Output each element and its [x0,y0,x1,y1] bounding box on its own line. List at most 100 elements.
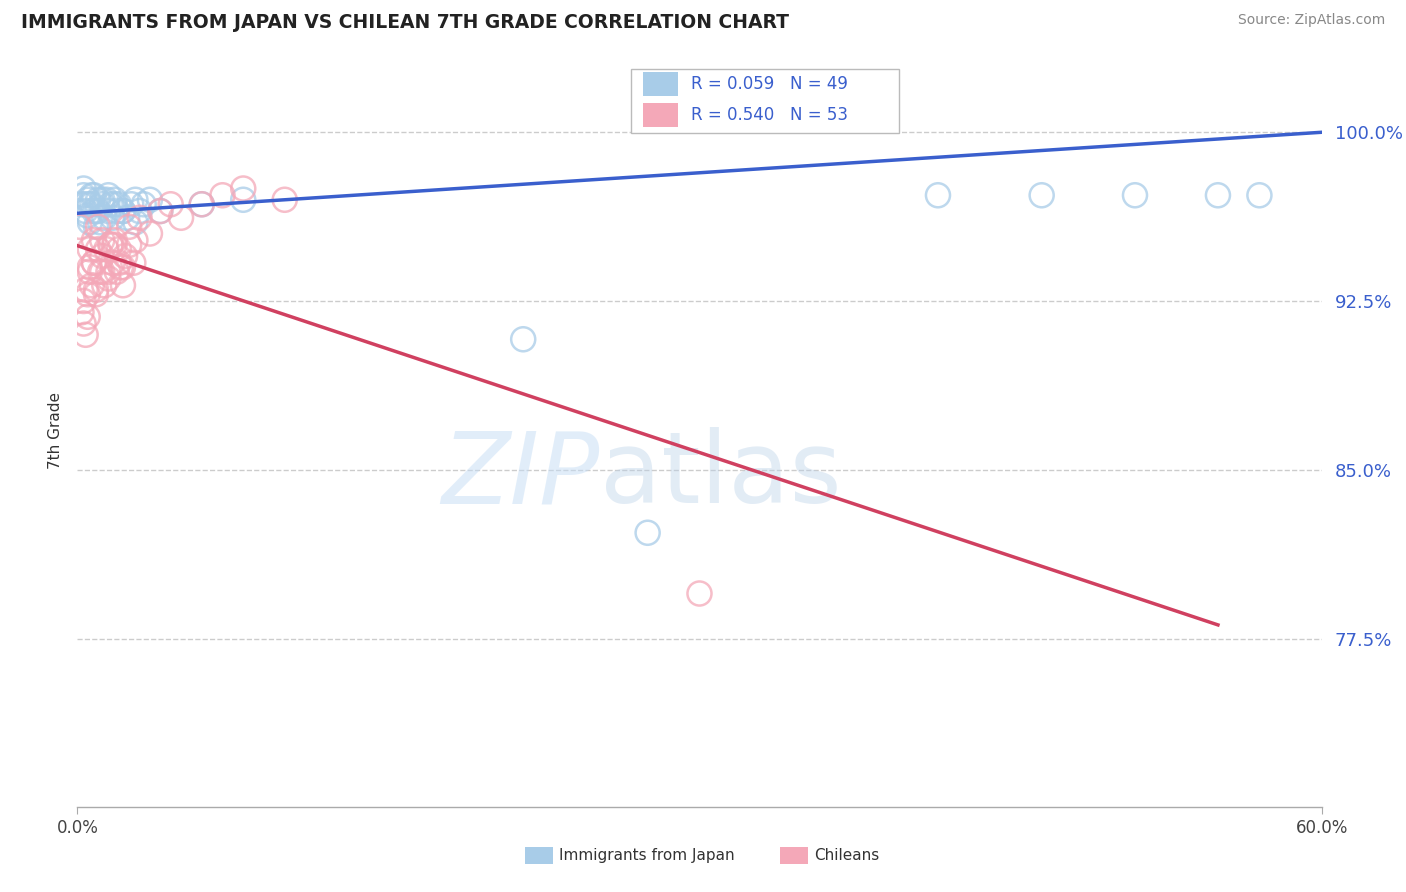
Point [83,233,105,247]
Point [76,310,98,324]
Point [70,197,93,211]
Point [512,332,534,346]
Point [132,197,155,211]
Point [108,197,131,211]
Point [72,188,94,202]
Point [232,193,254,207]
Point [80,188,103,202]
Point [637,525,659,540]
Point [80,197,103,211]
Point [100,237,122,252]
Point [91,265,114,279]
Point [91,249,114,263]
Point [104,193,127,207]
Point [1249,188,1271,202]
Point [72,293,94,308]
Bar [644,72,678,96]
Point [104,233,127,247]
Point [191,197,214,211]
Point [89,265,111,279]
Point [118,237,141,252]
Point [96,242,118,256]
Point [91,193,114,207]
Point [1031,188,1053,202]
Point [101,211,124,225]
Point [84,204,107,219]
Point [111,204,134,219]
Text: ZIP: ZIP [441,427,600,524]
Point [84,219,107,234]
Point [100,237,122,252]
Point [97,265,120,279]
Point [1123,188,1146,202]
Point [122,256,145,270]
Bar [644,103,678,127]
Point [139,193,162,207]
Point [87,242,110,256]
Point [96,193,118,207]
Point [83,256,105,270]
Point [124,193,146,207]
Point [76,209,98,223]
Bar [780,847,807,863]
Point [79,260,101,275]
Point [76,193,98,207]
Point [75,327,97,342]
Point [83,188,105,202]
Point [105,265,128,279]
Point [83,256,105,270]
Text: Source: ZipAtlas.com: Source: ZipAtlas.com [1237,13,1385,28]
Point [211,188,233,202]
Point [89,215,111,229]
Point [84,287,107,301]
Point [149,204,172,219]
Point [927,188,949,202]
Point [128,204,150,219]
Point [108,256,131,270]
Text: Immigrants from Japan: Immigrants from Japan [558,848,734,863]
Point [274,193,297,207]
Point [91,197,114,211]
Point [93,211,115,225]
Point [111,260,134,275]
Point [124,233,146,247]
Point [105,204,128,219]
Point [72,317,94,331]
Point [87,219,110,234]
Point [75,204,97,219]
Point [97,204,120,219]
Point [76,287,98,301]
Point [1206,188,1229,202]
Point [75,197,97,211]
Text: IMMIGRANTS FROM JAPAN VS CHILEAN 7TH GRADE CORRELATION CHART: IMMIGRANTS FROM JAPAN VS CHILEAN 7TH GRA… [21,13,789,32]
Point [124,215,146,229]
Point [115,211,138,225]
Point [79,215,101,229]
Point [149,204,172,219]
Point [108,242,131,256]
Text: R = 0.540   N = 53: R = 0.540 N = 53 [690,105,848,124]
Point [67,219,90,234]
Point [70,305,93,319]
FancyBboxPatch shape [631,69,898,133]
Point [79,265,101,279]
Point [80,278,103,293]
Point [128,211,150,225]
Point [191,197,214,211]
Bar [526,847,553,863]
Point [91,233,114,247]
Point [159,197,181,211]
Point [114,249,136,263]
Text: Chileans: Chileans [814,848,879,863]
Point [689,586,711,600]
Text: R = 0.059   N = 49: R = 0.059 N = 49 [690,76,848,94]
Point [104,237,127,252]
Point [104,197,127,211]
Point [84,283,107,297]
Point [87,193,110,207]
Point [97,188,120,202]
Point [139,227,162,241]
Point [93,278,115,293]
Point [120,197,142,211]
Point [232,181,254,195]
